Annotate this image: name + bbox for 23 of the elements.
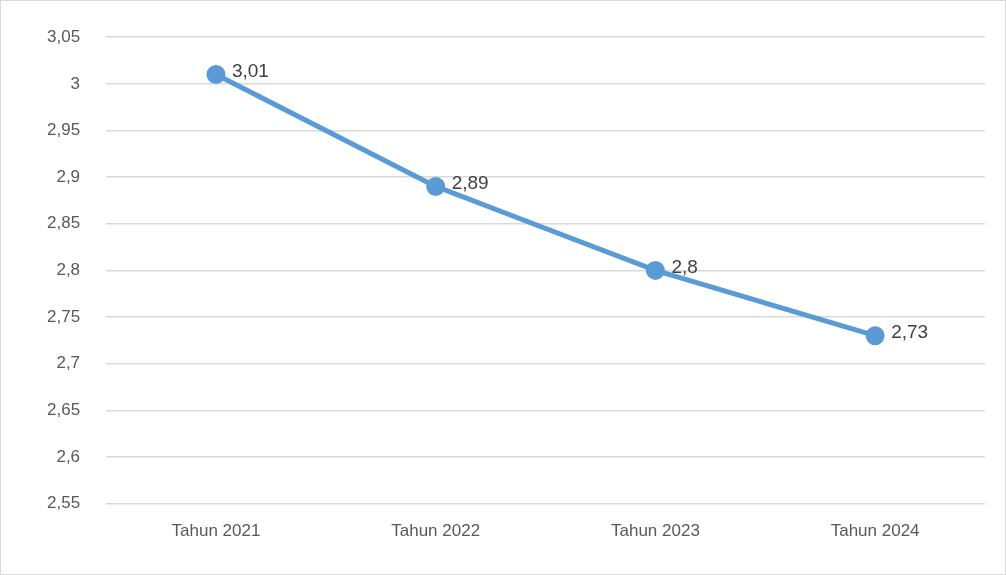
x-tick-label: Tahun 2021	[171, 521, 261, 541]
x-tick-label: Tahun 2024	[830, 521, 920, 541]
y-tick-label: 2,9	[56, 166, 81, 186]
y-tick-label: 2,7	[56, 353, 81, 373]
data-label: 3,01	[231, 59, 269, 81]
x-tick-label: Tahun 2023	[610, 521, 700, 541]
point	[206, 65, 226, 85]
point	[426, 176, 446, 196]
point	[865, 326, 885, 346]
data-label: 2,8	[671, 255, 698, 277]
y-tick-label: 2,95	[46, 120, 81, 140]
y-tick-label: 2,8	[56, 260, 81, 280]
y-tick-label: 2,75	[46, 306, 81, 326]
y-tick-label: 3	[70, 73, 81, 93]
y-tick-label: 2,85	[46, 213, 81, 233]
x-tick-label: Tahun 2022	[391, 521, 481, 541]
y-tick-label: 2,6	[56, 446, 81, 466]
y-tick-label: 2,65	[46, 400, 81, 420]
data-label: 2,73	[891, 320, 929, 342]
point	[645, 260, 665, 280]
data-label: 2,89	[451, 171, 489, 193]
y-tick-label: 3,05	[46, 26, 81, 46]
y-tick-label: 2,55	[46, 493, 81, 513]
